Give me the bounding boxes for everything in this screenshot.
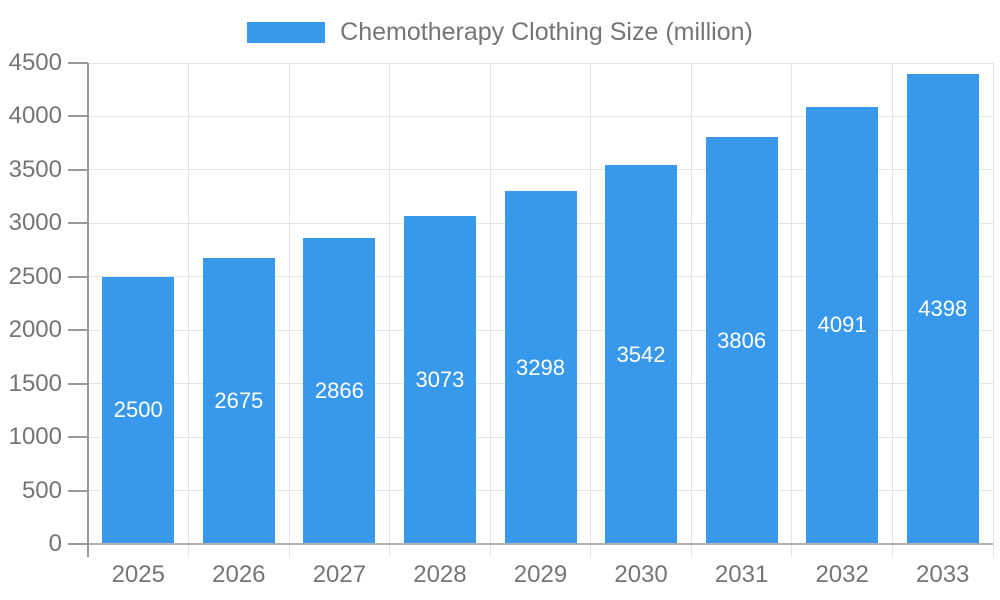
x-gridline (188, 63, 190, 557)
x-tick-label: 2027 (312, 561, 367, 588)
bar-value-label: 2500 (113, 397, 163, 423)
x-gridline (992, 63, 994, 557)
x-gridline (389, 63, 391, 557)
y-tick (68, 222, 88, 225)
bar-2026[interactable] (202, 258, 275, 544)
legend[interactable]: Chemotherapy Clothing Size (million) (0, 18, 1000, 47)
y-gridline (88, 169, 993, 171)
x-gridline (891, 63, 893, 557)
y-tick (68, 489, 88, 492)
bar-value-label: 3073 (415, 366, 465, 392)
bar-value-label: 2675 (214, 388, 264, 414)
bar-value-label: 3542 (616, 341, 666, 367)
y-tick-label: 3000 (8, 209, 62, 237)
y-tick-label: 2500 (8, 262, 62, 290)
y-tick-label: 4000 (8, 102, 62, 130)
y-tick (68, 436, 88, 439)
bar-value-label: 4398 (918, 295, 968, 321)
y-tick-label: 1500 (8, 369, 62, 397)
legend-swatch[interactable] (247, 22, 326, 43)
x-gridline (590, 63, 592, 557)
x-axis-line (88, 543, 993, 545)
y-tick-label: 500 (21, 476, 62, 504)
bar-2030[interactable] (605, 165, 678, 544)
bar-2029[interactable] (504, 191, 577, 544)
bar-value-label: 3298 (516, 354, 565, 380)
bar-2025[interactable] (102, 276, 175, 544)
x-tick-label: 2029 (513, 561, 568, 588)
x-tick-label: 2032 (815, 561, 869, 588)
bar-2033[interactable] (906, 73, 979, 544)
y-gridline (88, 115, 993, 117)
y-tick (68, 382, 88, 385)
x-tick-label: 2033 (916, 561, 970, 588)
bar-value-label: 4091 (817, 312, 867, 338)
x-gridline (791, 63, 793, 557)
x-tick-label: 2025 (111, 561, 165, 588)
y-tick-label: 1000 (8, 423, 62, 451)
y-tick (68, 168, 88, 171)
y-tick (68, 543, 88, 545)
y-gridline (88, 62, 993, 64)
y-tick-label: 4500 (8, 49, 62, 76)
x-tick-label: 2030 (614, 561, 668, 588)
bar-value-label: 3806 (717, 327, 767, 353)
y-tick-label: 3500 (8, 155, 62, 183)
y-tick-label: 2000 (8, 316, 62, 344)
x-tick-label: 2028 (413, 561, 467, 588)
y-tick (68, 62, 88, 64)
x-gridline (288, 63, 290, 557)
y-tick (68, 275, 88, 278)
x-tick-label: 2031 (714, 561, 769, 588)
bar-2032[interactable] (806, 106, 879, 544)
bar-2031[interactable] (705, 137, 778, 544)
y-tick-label: 0 (48, 530, 62, 557)
x-gridline (690, 63, 692, 557)
x-gridline (489, 63, 491, 557)
bar-2027[interactable] (303, 237, 376, 544)
bar-2028[interactable] (403, 215, 476, 544)
y-tick (68, 115, 88, 118)
x-tick-label: 2026 (212, 561, 266, 588)
y-axis-line (87, 63, 89, 557)
y-tick (68, 329, 88, 332)
bar-value-label: 2866 (314, 377, 364, 403)
legend-label: Chemotherapy Clothing Size (million) (340, 18, 753, 46)
